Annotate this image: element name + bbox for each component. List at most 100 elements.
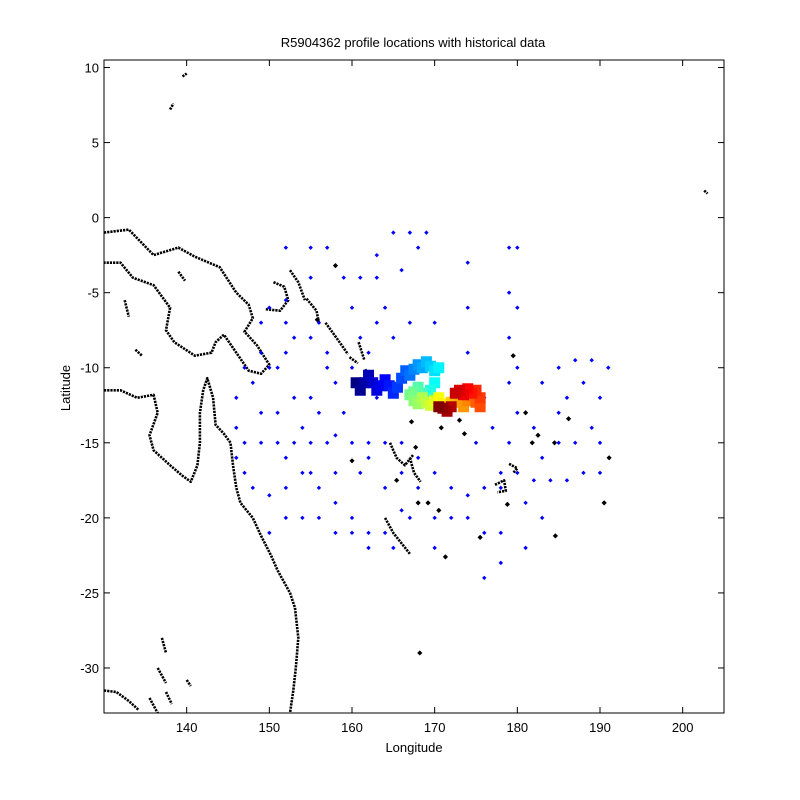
historical-profile-point xyxy=(498,560,503,566)
historical-profile-point xyxy=(349,440,355,445)
coastline-point xyxy=(523,410,529,416)
y-tick-label: 5 xyxy=(92,136,99,151)
x-axis-ticks: 140 150 160 170 180 190 200 xyxy=(176,60,694,735)
coastline-segment xyxy=(348,356,359,365)
historical-profile-point xyxy=(506,380,512,385)
historical-profile-point xyxy=(283,485,289,491)
historical-profile-point xyxy=(267,530,272,536)
historical-profile-point xyxy=(391,230,396,235)
historical-profile-point xyxy=(407,230,413,235)
x-tick-label: 200 xyxy=(672,720,694,735)
historical-profile-point xyxy=(391,335,396,340)
historical-profile-point xyxy=(333,470,338,476)
historical-profile-point xyxy=(556,410,561,415)
historical-profile-point xyxy=(523,500,528,506)
historical-profile-point xyxy=(325,440,330,445)
historical-profile-point xyxy=(399,470,404,476)
historical-profile-point xyxy=(465,515,470,521)
coastline-point xyxy=(552,533,558,539)
historical-profile-point xyxy=(490,425,495,430)
historical-profile-point xyxy=(316,515,322,521)
coastline-point xyxy=(425,500,431,506)
plot-frame xyxy=(103,59,725,714)
chart-title: R5904362 profile locations with historic… xyxy=(281,35,546,50)
coastline-point xyxy=(504,501,511,507)
historical-profile-point xyxy=(258,410,264,415)
coastline-segment xyxy=(104,689,140,711)
historical-profile-point xyxy=(291,440,297,445)
x-tick-label: 160 xyxy=(341,720,363,735)
historical-profile-point xyxy=(581,470,586,476)
historical-profile-point xyxy=(399,267,404,273)
coastline-segment xyxy=(181,72,188,78)
historical-profile-point xyxy=(515,365,520,370)
historical-profile-point xyxy=(275,410,280,415)
y-tick-label: -10 xyxy=(80,361,99,376)
historical-profile-point xyxy=(539,455,545,461)
coastline-point xyxy=(535,432,541,438)
historical-profile-point xyxy=(242,440,247,445)
historical-profile-point xyxy=(341,410,346,415)
coastline-segment xyxy=(185,679,192,687)
historical-profile-point xyxy=(548,478,553,483)
y-tick-label: 0 xyxy=(92,211,99,226)
y-axis-label: Latitude xyxy=(58,365,73,411)
historical-profile-point xyxy=(382,485,388,491)
historical-profile-point xyxy=(275,440,280,445)
historical-profile-point xyxy=(589,358,594,363)
coastline-segment xyxy=(388,442,415,467)
historical-profile-point xyxy=(358,470,363,476)
coastline-point xyxy=(417,650,423,656)
x-tick-label: 150 xyxy=(258,720,280,735)
x-tick-label: 190 xyxy=(589,720,611,735)
coastline-point xyxy=(456,417,463,423)
coastline-segment xyxy=(408,457,422,483)
historical-profile-point xyxy=(382,305,388,310)
historical-profile-point xyxy=(374,320,379,325)
historical-profile-point xyxy=(333,380,338,385)
historical-profile-point xyxy=(316,485,322,491)
historical-profile-point xyxy=(407,320,413,325)
historical-profile-point xyxy=(581,380,586,385)
historical-profile-point xyxy=(291,335,297,340)
coastline-point xyxy=(332,263,339,269)
y-tick-label: -15 xyxy=(80,436,99,451)
historical-profile-point xyxy=(432,545,437,551)
historical-profile-point xyxy=(349,365,355,370)
historical-profile-point xyxy=(308,470,313,476)
historical-profile-point xyxy=(242,365,247,370)
coastline-segment xyxy=(288,269,307,301)
y-axis-ticks: 10 5 0 -5 -10 -15 -20 -25 -30 xyxy=(80,61,724,676)
historical-profile-point xyxy=(515,245,520,250)
historical-profile-point xyxy=(358,275,363,280)
historical-profile-point xyxy=(300,515,305,521)
historical-profile-point xyxy=(374,275,379,280)
historical-profile-point xyxy=(341,275,346,280)
coastline-segment xyxy=(160,637,168,654)
historical-profile-point xyxy=(573,358,578,363)
historical-profile-point xyxy=(258,320,264,325)
coastline-point xyxy=(436,507,442,513)
historical-profile-point xyxy=(250,485,255,491)
coastline-segment xyxy=(148,697,159,713)
historical-profile-point xyxy=(258,350,264,355)
coastline-point xyxy=(438,425,444,431)
historical-profile-point xyxy=(482,530,487,536)
coastline-point xyxy=(408,419,415,425)
historical-profile-point xyxy=(473,440,479,445)
historical-profile-point xyxy=(267,365,272,370)
historical-profile-point xyxy=(366,350,371,355)
historical-profile-point xyxy=(498,485,503,491)
historical-profile-point xyxy=(234,455,239,461)
historical-profile-point xyxy=(333,433,338,438)
historical-profile-point xyxy=(349,305,355,310)
historical-profile-point xyxy=(531,425,537,430)
historical-profile-point xyxy=(531,478,537,483)
x-tick-label: 140 xyxy=(176,720,198,735)
historical-profile-point xyxy=(564,395,570,400)
coastline-segment xyxy=(156,667,168,684)
historical-profile-point xyxy=(432,320,437,325)
historical-profile-point xyxy=(308,440,313,445)
historical-profile-point xyxy=(415,455,421,461)
